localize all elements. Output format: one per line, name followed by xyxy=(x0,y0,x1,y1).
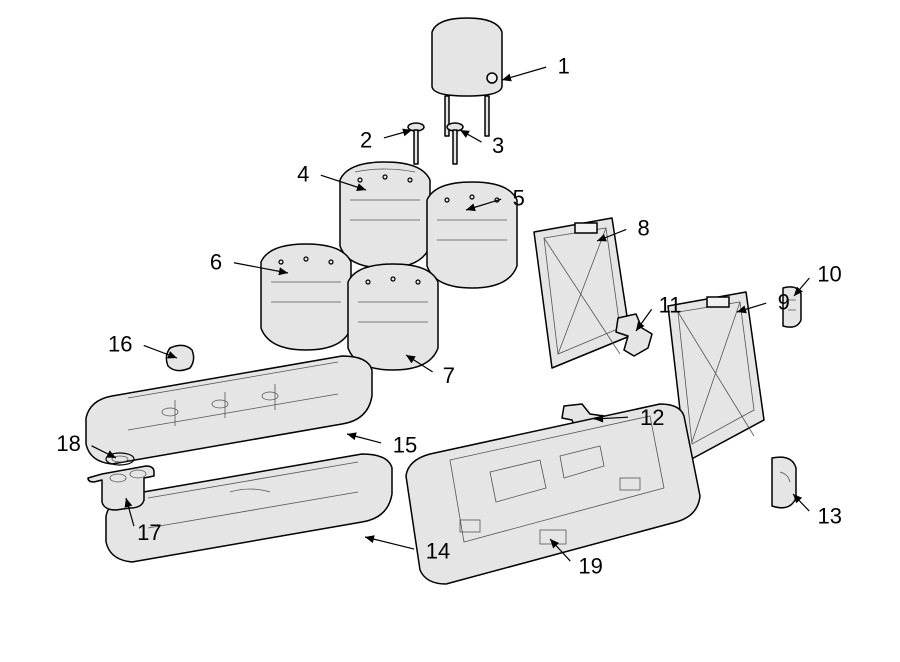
callout-number: 12 xyxy=(640,405,664,430)
part-back-frame-8 xyxy=(534,218,630,368)
callout-number: 13 xyxy=(818,503,842,528)
leader-arrowhead xyxy=(460,130,470,138)
callout-number: 11 xyxy=(659,292,682,317)
part-headrest xyxy=(432,18,502,136)
callout-number: 9 xyxy=(778,289,790,314)
part-guide-sleeve-left xyxy=(408,123,424,164)
leader-arrowhead xyxy=(365,535,375,543)
part-back-pad-6 xyxy=(261,244,351,350)
leader-arrowhead xyxy=(502,74,512,82)
part-back-pad-7 xyxy=(348,264,438,370)
callout-number: 4 xyxy=(297,161,309,186)
callout-number: 18 xyxy=(56,431,80,456)
callout-number: 1 xyxy=(558,53,570,78)
callout-number: 17 xyxy=(137,520,161,545)
leader-arrowhead xyxy=(347,432,357,440)
callout-number: 7 xyxy=(443,363,455,388)
callout-number: 15 xyxy=(393,433,417,458)
part-back-cover-5 xyxy=(427,182,517,288)
callout-number: 10 xyxy=(817,261,841,286)
callout-number: 19 xyxy=(578,553,602,578)
callout-number: 5 xyxy=(513,185,525,210)
callout-number: 2 xyxy=(360,128,372,153)
callout-number: 8 xyxy=(637,215,649,240)
callout-number: 6 xyxy=(210,250,222,275)
callout-number: 16 xyxy=(108,331,132,356)
part-hinge-cover-13 xyxy=(772,457,796,508)
part-back-cover-4 xyxy=(340,162,430,268)
callout-number: 3 xyxy=(492,133,504,158)
part-guide-sleeve-right xyxy=(447,123,463,164)
part-cushion-cover-15 xyxy=(86,356,372,464)
callout-number: 14 xyxy=(426,538,450,563)
